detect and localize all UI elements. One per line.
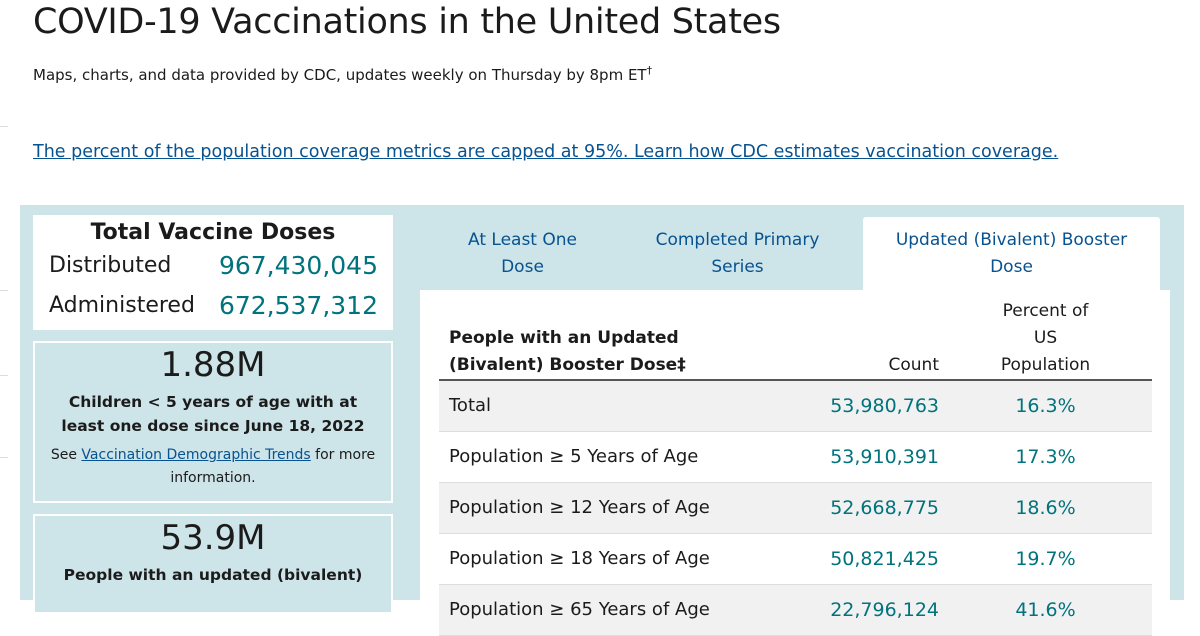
administered-value: 672,537,312 — [218, 290, 378, 320]
row-label: Total — [439, 380, 769, 432]
header-group: People with an Updated (Bivalent) Booste… — [439, 298, 769, 381]
card-note: See Vaccination Demographic Trends for m… — [35, 444, 391, 490]
dagger-mark: † — [646, 64, 653, 77]
page-title: COVID-19 Vaccinations in the United Stat… — [33, 2, 781, 42]
table-row: Population ≥ 65 Years of Age 22,796,124 41… — [439, 584, 1152, 636]
tab-at-least-one-dose[interactable]: At Least One Dose — [468, 230, 577, 277]
row-percent: 17.3% — [939, 431, 1152, 483]
coverage-methodology-link[interactable]: The percent of the population coverage m… — [33, 142, 1059, 162]
row-label: Population ≥ 18 Years of Age — [439, 533, 769, 585]
demographic-trends-link[interactable]: Vaccination Demographic Trends — [81, 447, 311, 463]
total-doses-box: Total Vaccine Doses Distributed 967,430,0… — [33, 215, 393, 330]
table-header: People with an Updated (Bivalent) Booste… — [439, 298, 1152, 381]
divider — [0, 375, 8, 376]
row-count: 52,668,775 — [769, 482, 939, 534]
row-percent: 41.6% — [939, 584, 1152, 636]
card-value: 1.88M — [160, 345, 266, 385]
header-percent: Percent of US Population — [939, 298, 1152, 381]
row-count: 53,910,391 — [769, 431, 939, 483]
tab-updated-booster[interactable]: Updated (Bivalent) Booster Dose — [863, 217, 1160, 290]
card-value: 53.9M — [160, 518, 266, 558]
card-description: Children < 5 years of age with at least … — [61, 393, 365, 435]
divider — [0, 290, 8, 291]
header-count: Count — [769, 298, 939, 381]
distributed-value: 967,430,045 — [218, 250, 378, 280]
divider — [0, 457, 8, 458]
row-percent: 18.6% — [939, 482, 1152, 534]
row-label: Population ≥ 12 Years of Age — [439, 482, 769, 534]
row-label: Population ≥ 65 Years of Age — [439, 584, 769, 636]
table-row: Total 53,980,763 16.3% — [439, 380, 1152, 432]
row-count: 22,796,124 — [769, 584, 939, 636]
page-subtitle: Maps, charts, and data provided by CDC, … — [33, 64, 652, 84]
table-row: Population ≥ 12 Years of Age 52,668,775 18… — [439, 482, 1152, 534]
booster-table: People with an Updated (Bivalent) Booste… — [439, 298, 1152, 636]
note-text: See — [50, 447, 82, 463]
row-percent: 16.3% — [939, 380, 1152, 432]
distributed-label: Distributed — [49, 252, 172, 278]
tab-completed-primary-series[interactable]: Completed Primary Series — [655, 230, 820, 277]
children-dose-card: 1.88M Children < 5 years of age with at … — [33, 341, 393, 503]
row-label: Population ≥ 5 Years of Age — [439, 431, 769, 483]
booster-table-container: People with an Updated (Bivalent) Booste… — [420, 290, 1170, 636]
row-count: 50,821,425 — [769, 533, 939, 585]
table-row: Population ≥ 5 Years of Age 53,910,391 17.… — [439, 431, 1152, 483]
note-text: for more information. — [170, 447, 376, 486]
bivalent-card: 53.9M People with an updated (bivalent) — [33, 514, 393, 614]
row-count: 53,980,763 — [769, 380, 939, 432]
row-percent: 19.7% — [939, 533, 1152, 585]
administered-row: Administered 672,537,312 — [33, 285, 393, 325]
card-description: People with an updated (bivalent) — [63, 566, 363, 584]
divider — [0, 126, 8, 127]
administered-label: Administered — [49, 292, 195, 318]
total-doses-title: Total Vaccine Doses — [90, 220, 336, 245]
distributed-row: Distributed 967,430,045 — [33, 245, 393, 285]
table-row: Population ≥ 18 Years of Age 50,821,425 19… — [439, 533, 1152, 585]
subtitle-text: Maps, charts, and data provided by CDC, … — [33, 66, 647, 84]
